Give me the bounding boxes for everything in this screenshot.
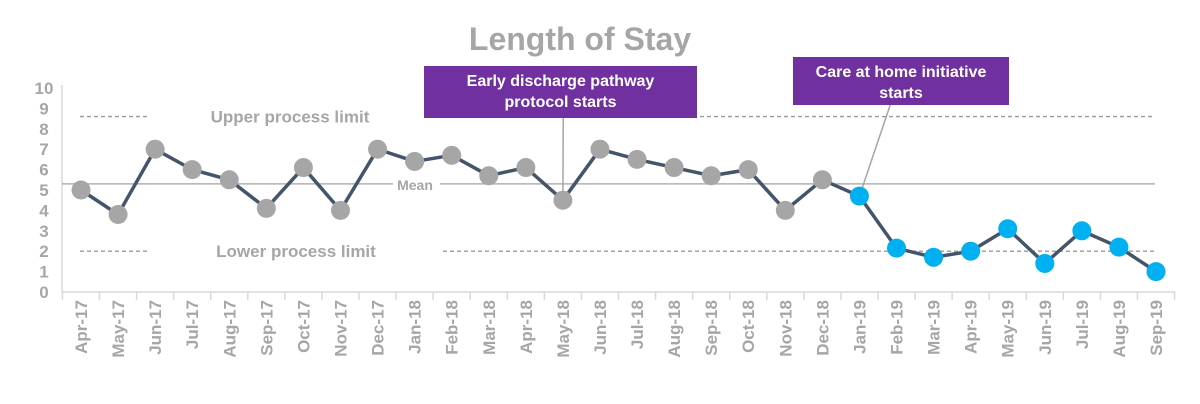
x-tick-label: Sep-19 xyxy=(1147,300,1166,356)
x-tick-label: May-17 xyxy=(109,300,128,358)
y-tick-label: 10 xyxy=(35,79,54,98)
annotation-text: Early discharge pathway xyxy=(467,73,655,90)
data-point xyxy=(887,238,907,258)
reference-line-label: Lower process limit xyxy=(216,242,376,261)
data-point xyxy=(924,247,944,267)
data-point xyxy=(738,160,758,180)
data-point xyxy=(368,139,388,159)
x-tick-label: Apr-17 xyxy=(72,300,91,354)
x-tick-label: Feb-19 xyxy=(888,300,907,355)
data-point xyxy=(1072,221,1092,241)
x-tick-label: Oct-18 xyxy=(739,300,758,353)
data-point xyxy=(71,180,91,200)
x-tick-label: May-19 xyxy=(999,300,1018,358)
annotation-box xyxy=(424,66,697,118)
y-tick-label: 2 xyxy=(39,242,48,261)
annotation-box xyxy=(793,57,1009,105)
x-tick-label: Mar-18 xyxy=(480,300,499,355)
data-point xyxy=(256,198,276,218)
x-tick-label: Sep-17 xyxy=(257,300,276,356)
x-tick-label: Aug-18 xyxy=(665,300,684,358)
x-tick-label: Mar-19 xyxy=(925,300,944,355)
y-tick-label: 4 xyxy=(39,201,49,220)
y-tick-label: 3 xyxy=(39,222,48,241)
data-point xyxy=(405,151,425,171)
x-tick-label: Jul-18 xyxy=(628,300,647,349)
data-point xyxy=(516,158,536,178)
data-point xyxy=(812,170,832,190)
y-tick-label: 9 xyxy=(39,99,48,118)
data-point xyxy=(553,190,573,210)
data-point xyxy=(145,139,165,159)
data-point xyxy=(442,145,462,165)
y-tick-label: 1 xyxy=(39,263,48,282)
y-tick-label: 5 xyxy=(39,181,48,200)
y-tick-label: 8 xyxy=(39,120,48,139)
x-tick-label: Oct-17 xyxy=(294,300,313,353)
data-point xyxy=(330,200,350,220)
data-point xyxy=(627,149,647,169)
y-tick-label: 0 xyxy=(39,283,48,302)
chart-title: Length of Stay xyxy=(469,21,691,57)
reference-line-label: Upper process limit xyxy=(211,108,370,127)
data-point xyxy=(182,160,202,180)
x-tick-label: Jul-19 xyxy=(1073,300,1092,349)
y-tick-label: 6 xyxy=(39,161,48,180)
annotation-leader xyxy=(858,104,891,197)
x-tick-label: Jan-19 xyxy=(850,300,869,354)
annotation-text: starts xyxy=(879,85,923,102)
x-tick-label: Jun-17 xyxy=(146,300,165,355)
data-point xyxy=(293,158,313,178)
x-tick-label: Jan-18 xyxy=(406,300,425,354)
x-tick-label: Aug-17 xyxy=(220,300,239,358)
x-tick-label: Apr-18 xyxy=(517,300,536,354)
y-tick-label: 7 xyxy=(39,140,48,159)
x-tick-label: Dec-18 xyxy=(813,300,832,356)
data-point xyxy=(775,200,795,220)
annotation-text: Care at home initiative xyxy=(816,64,987,81)
data-point xyxy=(479,166,499,186)
reference-line-label: Mean xyxy=(397,177,433,193)
data-point xyxy=(998,219,1018,239)
data-point xyxy=(1109,237,1129,257)
data-point xyxy=(1146,262,1166,282)
x-tick-label: Dec-17 xyxy=(369,300,388,356)
x-tick-label: Feb-18 xyxy=(443,300,462,355)
x-tick-label: Apr-19 xyxy=(962,300,981,354)
x-tick-label: Aug-19 xyxy=(1110,300,1129,358)
x-tick-label: May-18 xyxy=(554,300,573,358)
data-point xyxy=(961,241,981,261)
annotation-text: protocol starts xyxy=(504,94,616,111)
data-point xyxy=(1035,253,1055,273)
x-tick-label: Jun-18 xyxy=(591,300,610,355)
data-point xyxy=(590,139,610,159)
x-tick-label: Sep-18 xyxy=(702,300,721,356)
data-point xyxy=(664,158,684,178)
x-tick-label: Nov-18 xyxy=(776,300,795,357)
data-point xyxy=(701,166,721,186)
data-point xyxy=(108,204,128,224)
x-tick-label: Jul-17 xyxy=(183,300,202,349)
data-point xyxy=(219,170,239,190)
data-point xyxy=(849,186,869,206)
x-tick-label: Jun-19 xyxy=(1036,300,1055,355)
x-tick-label: Nov-17 xyxy=(331,300,350,357)
